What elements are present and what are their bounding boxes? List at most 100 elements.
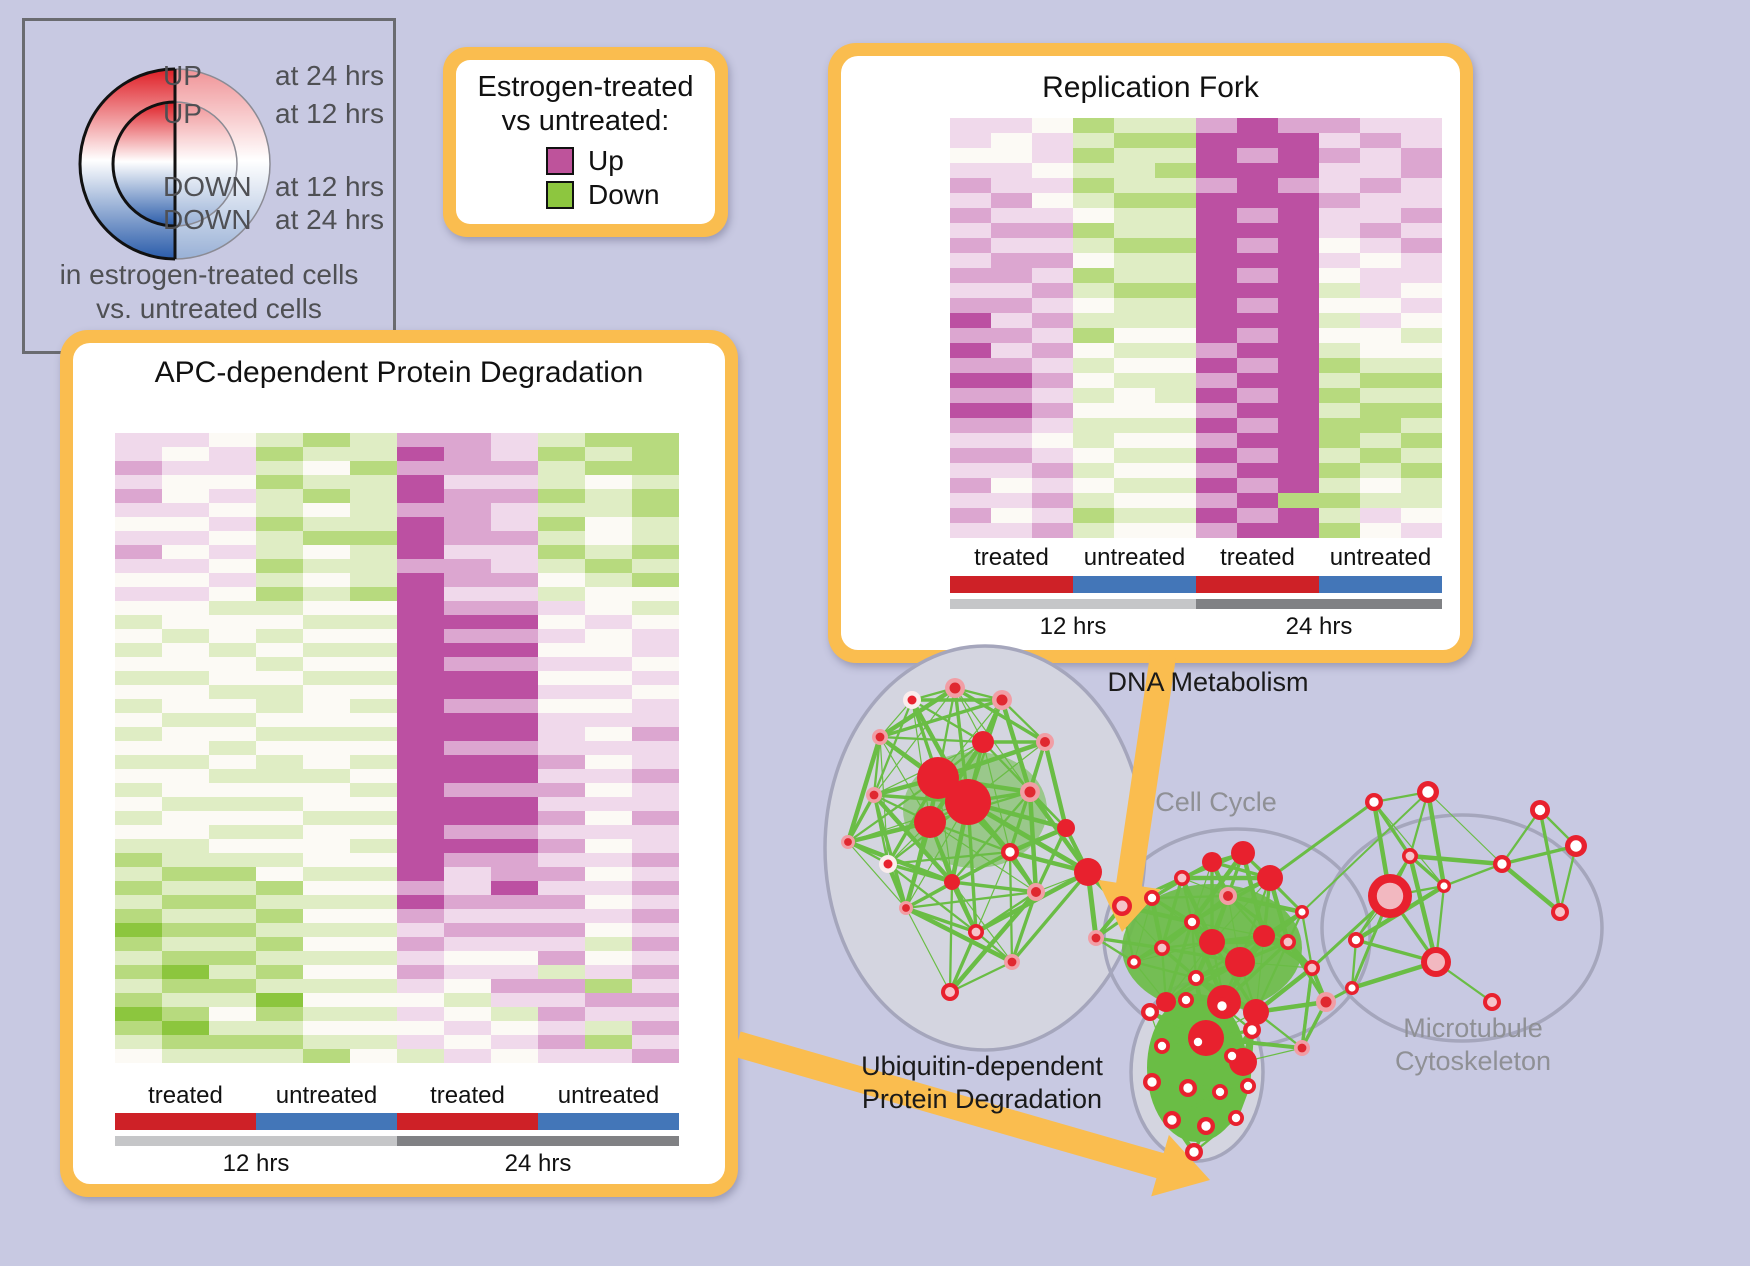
heatmap-cell bbox=[1114, 283, 1155, 298]
heatmap-cell bbox=[1319, 118, 1360, 133]
heatmap-cell bbox=[585, 671, 632, 685]
heatmap-cell bbox=[1196, 148, 1237, 163]
heatmap-cell bbox=[162, 825, 209, 839]
heatmap-cell bbox=[162, 573, 209, 587]
heatmap-cell bbox=[585, 1035, 632, 1049]
heatmap-cell bbox=[491, 769, 538, 783]
heatmap-cell bbox=[209, 461, 256, 475]
heatmap-row bbox=[950, 283, 1442, 298]
heatmap-cell bbox=[256, 951, 303, 965]
heatmap-cell bbox=[491, 461, 538, 475]
group-label-untreated: untreated bbox=[1083, 544, 1186, 571]
heatmap-cell bbox=[444, 447, 491, 461]
heatmap-cell bbox=[1360, 238, 1401, 253]
heatmap-cell bbox=[1278, 313, 1319, 328]
heatmap-cell bbox=[397, 909, 444, 923]
heatmap-cell bbox=[538, 993, 585, 1007]
heatmap-cell bbox=[1032, 148, 1073, 163]
time-label-12hrs: 12 hrs bbox=[222, 1150, 290, 1177]
heatmap-cell bbox=[115, 1007, 162, 1021]
heatmap-cell bbox=[585, 475, 632, 489]
heatmap-cell bbox=[1155, 268, 1196, 283]
treated-bar bbox=[397, 1113, 538, 1130]
heatmap-cell bbox=[256, 783, 303, 797]
heatmap-cell bbox=[632, 573, 679, 587]
heatmap-cell bbox=[1360, 133, 1401, 148]
heatmap-cell bbox=[256, 615, 303, 629]
heatmap-row bbox=[950, 118, 1442, 133]
heatmap-row bbox=[950, 388, 1442, 403]
heatmap-cell bbox=[491, 881, 538, 895]
heatmap-cell bbox=[209, 923, 256, 937]
heatmap-cell bbox=[1237, 283, 1278, 298]
heatmap-cell bbox=[1237, 478, 1278, 493]
heatmap-row bbox=[115, 587, 679, 601]
heatmap-cell bbox=[950, 463, 991, 478]
heatmap-cell bbox=[585, 503, 632, 517]
heatmap-cell bbox=[1114, 343, 1155, 358]
heatmap-cell bbox=[585, 489, 632, 503]
heatmap-cell bbox=[209, 559, 256, 573]
heatmap-cell bbox=[444, 895, 491, 909]
heatmap-cell bbox=[162, 923, 209, 937]
heatmap-row bbox=[115, 489, 679, 503]
heatmap-cell bbox=[1278, 448, 1319, 463]
heatmap-cell bbox=[1319, 313, 1360, 328]
heatmap-cell bbox=[1032, 418, 1073, 433]
heatmap-row bbox=[115, 1021, 679, 1035]
heatmap-cell bbox=[350, 755, 397, 769]
heatmap-cell bbox=[162, 839, 209, 853]
heatmap-cell bbox=[162, 671, 209, 685]
heatmap-cell bbox=[1114, 313, 1155, 328]
updown-legend-box: UP at 24 hrs UP at 12 hrs DOWN at 12 hrs… bbox=[22, 18, 396, 354]
heatmap-cell bbox=[585, 531, 632, 545]
heatmap-cell bbox=[538, 839, 585, 853]
heatmap-cell bbox=[162, 853, 209, 867]
heatmap-cell bbox=[1278, 373, 1319, 388]
heatmap-cell bbox=[1360, 223, 1401, 238]
heatmap-cell bbox=[115, 713, 162, 727]
apc-heatmap bbox=[115, 433, 679, 1063]
heatmap-cell bbox=[1114, 373, 1155, 388]
heatmap-cell bbox=[1360, 193, 1401, 208]
heatmap-cell bbox=[1401, 178, 1442, 193]
heatmap-cell bbox=[115, 573, 162, 587]
heatmap-cell bbox=[303, 657, 350, 671]
updown-row-dir: DOWN bbox=[163, 171, 252, 202]
heatmap-cell bbox=[1237, 328, 1278, 343]
heatmap-cell bbox=[1319, 358, 1360, 373]
heatmap-cell bbox=[1114, 358, 1155, 373]
heatmap-cell bbox=[1401, 418, 1442, 433]
heatmap-cell bbox=[444, 699, 491, 713]
heatmap-cell bbox=[303, 517, 350, 531]
heatmap-cell bbox=[1196, 523, 1237, 538]
heatmap-cell bbox=[1319, 163, 1360, 178]
heatmap-cell bbox=[162, 559, 209, 573]
heatmap-row bbox=[115, 825, 679, 839]
heatmap-cell bbox=[256, 867, 303, 881]
heatmap-cell bbox=[491, 503, 538, 517]
heatmap-cell bbox=[1401, 313, 1442, 328]
heatmap-cell bbox=[444, 601, 491, 615]
heatmap-cell bbox=[162, 769, 209, 783]
heatmap-cell bbox=[538, 601, 585, 615]
heatmap-cell bbox=[444, 475, 491, 489]
heatmap-cell bbox=[991, 433, 1032, 448]
heatmap-cell bbox=[115, 825, 162, 839]
heatmap-row bbox=[115, 461, 679, 475]
heatmap-cell bbox=[256, 433, 303, 447]
heatmap-cell bbox=[632, 489, 679, 503]
heatmap-cell bbox=[303, 503, 350, 517]
heatmap-row bbox=[115, 881, 679, 895]
heatmap-row bbox=[950, 133, 1442, 148]
heatmap-cell bbox=[397, 545, 444, 559]
heatmap-cell bbox=[1360, 403, 1401, 418]
group-label-treated: treated bbox=[1220, 544, 1295, 571]
heatmap-row bbox=[950, 373, 1442, 388]
heatmap-cell bbox=[256, 671, 303, 685]
heatmap-cell bbox=[585, 755, 632, 769]
heatmap-cell bbox=[538, 923, 585, 937]
heatmap-cell bbox=[491, 601, 538, 615]
heatmap-cell bbox=[585, 839, 632, 853]
heatmap-cell bbox=[538, 755, 585, 769]
